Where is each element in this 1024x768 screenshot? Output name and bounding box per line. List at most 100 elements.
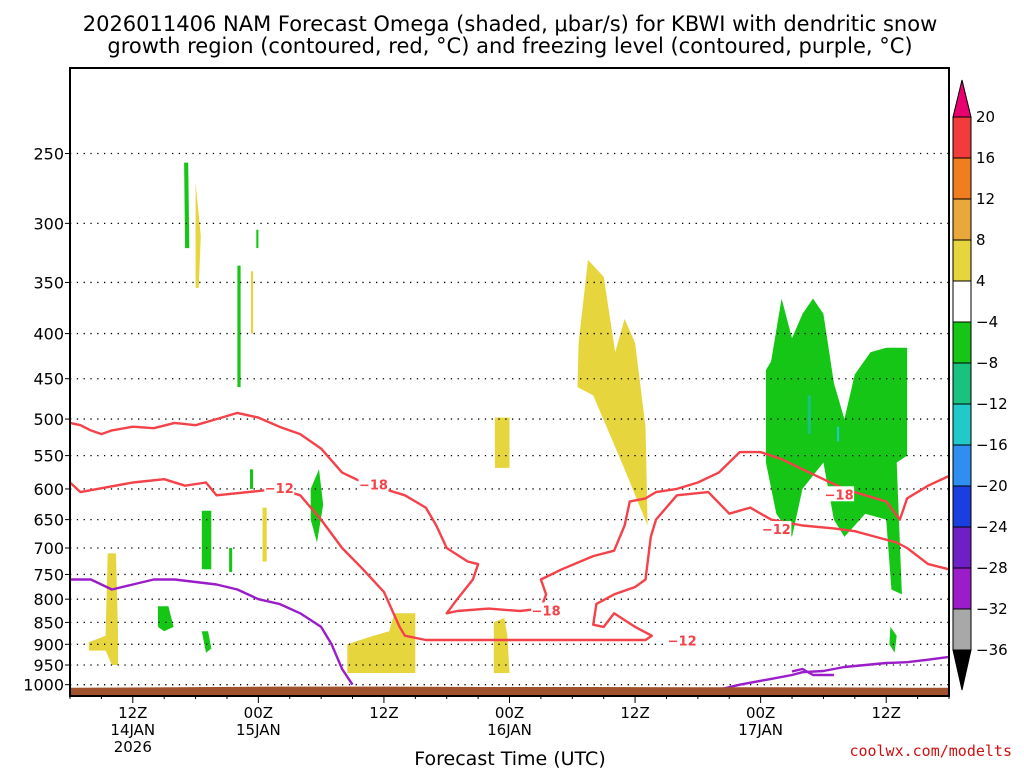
contour-line — [70, 578, 354, 686]
x-tick-label: 12Z — [620, 704, 649, 722]
x-tick-label: 00Z — [244, 704, 273, 722]
plot-area: −12 −18 −18 −18 −12 −12 — [69, 67, 950, 697]
colorbar-tick-label: −4 — [976, 313, 998, 331]
contour-label: −12 — [265, 482, 294, 497]
y-tick-label: 500 — [33, 410, 64, 429]
y-tick-label: 550 — [33, 447, 64, 466]
colorbar-swatch — [952, 485, 972, 528]
y-tick-label: 300 — [33, 214, 64, 233]
contour-label: −18 — [359, 479, 388, 494]
x-tick-label: 2026 — [114, 738, 152, 756]
ground-layer — [70, 686, 949, 696]
omega-region — [88, 553, 119, 665]
ground-surface — [70, 686, 949, 696]
colorbar-swatch — [952, 362, 972, 405]
credit-text: coolwx.com/modelts — [849, 742, 1012, 760]
x-tick-label: 12Z — [369, 704, 398, 722]
x-tick-label: 14JAN — [110, 721, 155, 739]
contour-label-bg — [667, 632, 698, 648]
omega-region — [201, 631, 212, 653]
colorbar-swatch — [952, 649, 972, 691]
colorbar-swatch — [952, 79, 972, 118]
omega-shading-layer — [88, 162, 908, 673]
colorbar-tick-label: −8 — [976, 354, 998, 372]
x-tick-label: 15JAN — [236, 721, 281, 739]
contour-layer: −12 −18 −18 −18 −12 −12 — [69, 411, 950, 694]
omega-region — [577, 259, 648, 526]
contour-label-bg — [761, 521, 792, 537]
colorbar-tick-label: −24 — [976, 518, 1008, 536]
colorbar-swatch — [952, 239, 972, 282]
y-tick-label: 400 — [33, 325, 64, 344]
contour-label-bg — [264, 479, 295, 495]
omega-region — [184, 162, 190, 249]
omega-region — [201, 510, 212, 570]
omega-region — [837, 426, 840, 442]
y-axis: 250 300 350 400 450 500 550 600 650 700 750 800 850 9… — [23, 144, 70, 695]
y-tick-label: 700 — [33, 539, 64, 558]
omega-region — [157, 606, 174, 632]
colorbar-tick-label: 4 — [976, 272, 986, 290]
omega-region — [310, 469, 324, 543]
colorbar-swatch — [952, 157, 972, 200]
colorbar-tick-label: 12 — [976, 190, 995, 208]
colorbar-tick-label: 20 — [976, 108, 995, 126]
x-tick-label: 12Z — [872, 704, 901, 722]
omega-region — [195, 183, 201, 288]
colorbar-swatch — [952, 321, 972, 364]
colorbar-swatch — [952, 444, 972, 487]
x-tick-label: 12Z — [118, 704, 147, 722]
x-tick-label: 16JAN — [487, 721, 532, 739]
contour-label-bg — [531, 602, 562, 618]
colorbar-swatch — [952, 280, 972, 323]
colorbar-tick-label: −12 — [976, 395, 1008, 413]
omega-region — [251, 271, 254, 334]
chart-title-line2: growth region (contoured, red, °C) and f… — [107, 34, 912, 58]
y-tick-label: 1000 — [23, 676, 64, 695]
contour-label: −12 — [668, 634, 697, 649]
omega-region — [493, 617, 510, 673]
omega-region — [494, 417, 510, 468]
chart-title-line1: 2026011406 NAM Forecast Omega (shaded, μ… — [83, 12, 938, 36]
y-tick-label: 800 — [33, 590, 64, 609]
contour-label: −18 — [825, 488, 854, 503]
contour-label: −12 — [762, 523, 791, 538]
colorbar-tick-label: −16 — [976, 436, 1008, 454]
contour-line — [791, 667, 834, 677]
x-tick-label: 17JAN — [738, 721, 783, 739]
omega-region — [347, 613, 416, 673]
omega-region — [229, 548, 233, 572]
x-tick-label: 00Z — [746, 704, 775, 722]
omega-region — [256, 229, 259, 249]
contour-label-bg — [358, 476, 389, 492]
colorbar-tick-label: −20 — [976, 477, 1008, 495]
omega-region — [262, 507, 267, 562]
omega-region — [889, 626, 897, 653]
colorbar-swatch — [952, 567, 972, 610]
colorbar-swatch — [952, 198, 972, 241]
omega-region — [237, 265, 241, 388]
omega-region — [765, 298, 908, 595]
colorbar-tick-label: −36 — [976, 641, 1008, 659]
y-tick-label: 600 — [33, 480, 64, 499]
colorbar-tick-label: −28 — [976, 559, 1008, 577]
colorbar-swatch — [952, 526, 972, 569]
contour-line — [708, 655, 950, 694]
x-tick-label: 00Z — [495, 704, 524, 722]
colorbar-swatch — [952, 608, 972, 651]
y-tick-label: 350 — [33, 273, 64, 292]
y-tick-label: 450 — [33, 370, 64, 389]
contour-line — [69, 411, 950, 615]
y-tick-label: 650 — [33, 511, 64, 530]
omega-region — [250, 469, 254, 489]
contour-label-bg — [824, 486, 855, 502]
colorbar-tick-label: 8 — [976, 231, 986, 249]
colorbar-swatch — [952, 116, 972, 159]
y-tick-label: 850 — [33, 613, 64, 632]
omega-region — [807, 395, 811, 435]
y-tick-label: 900 — [33, 635, 64, 654]
contour-label: −18 — [532, 604, 561, 619]
y-tick-label: 250 — [33, 144, 64, 163]
